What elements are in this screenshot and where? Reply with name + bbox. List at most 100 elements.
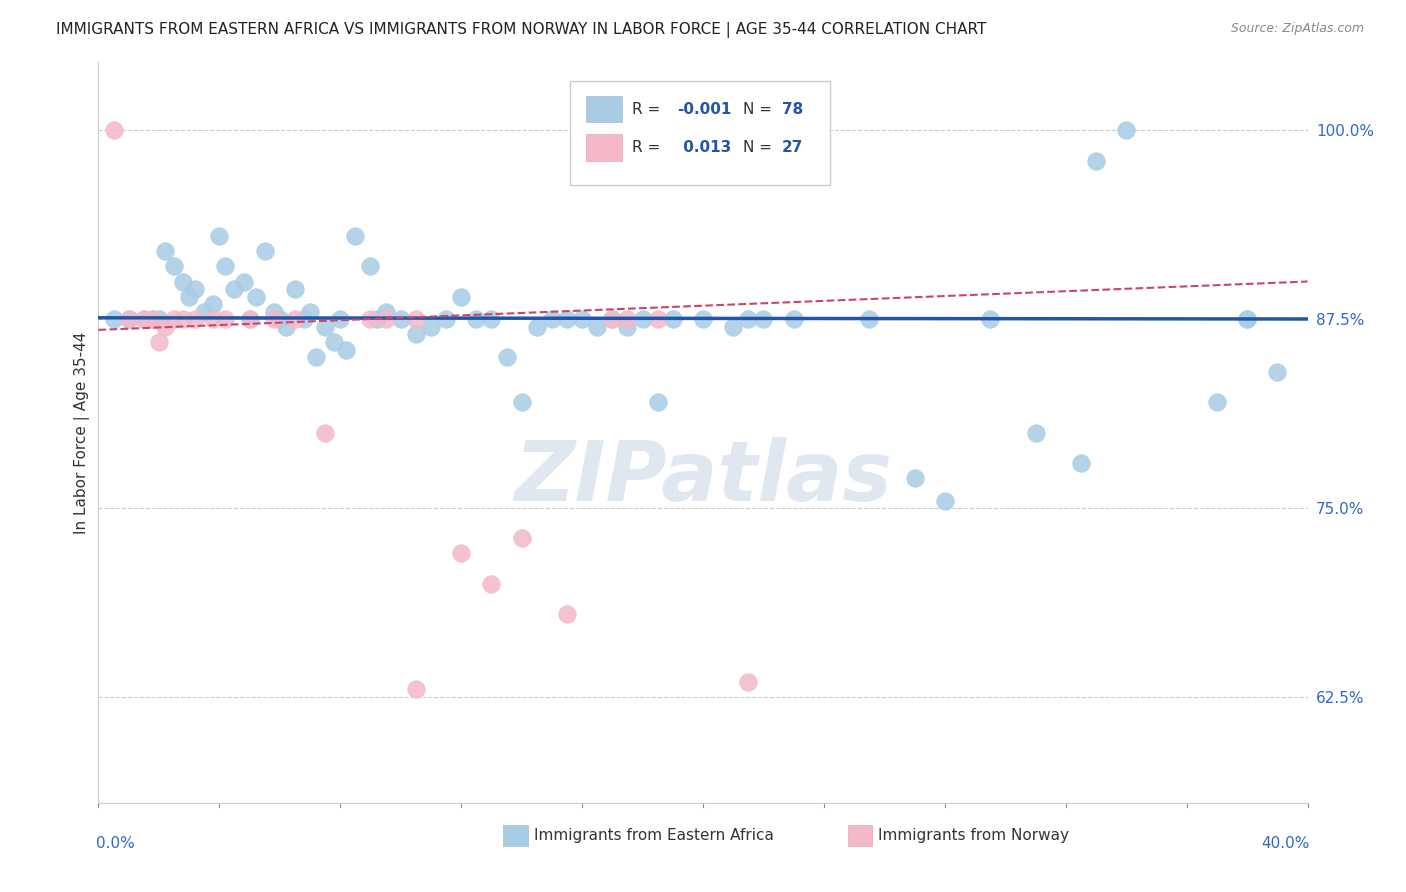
- Point: [163, 312, 186, 326]
- Text: -0.001: -0.001: [678, 102, 733, 117]
- Y-axis label: In Labor Force | Age 35-44: In Labor Force | Age 35-44: [75, 332, 90, 533]
- Point: [647, 312, 669, 326]
- Point: [172, 275, 194, 289]
- Point: [214, 312, 236, 326]
- Point: [292, 312, 315, 326]
- Point: [329, 312, 352, 326]
- Point: [284, 282, 307, 296]
- Text: Source: ZipAtlas.com: Source: ZipAtlas.com: [1230, 22, 1364, 36]
- Text: R =: R =: [631, 102, 665, 117]
- Text: 27: 27: [782, 140, 803, 155]
- Point: [314, 319, 336, 334]
- Point: [142, 312, 165, 326]
- FancyBboxPatch shape: [586, 95, 621, 122]
- Text: ZIPatlas: ZIPatlas: [515, 436, 891, 517]
- Point: [269, 312, 291, 326]
- Point: [366, 312, 388, 326]
- Point: [323, 334, 346, 349]
- Text: 78: 78: [782, 102, 803, 117]
- Point: [737, 674, 759, 689]
- Point: [360, 260, 382, 274]
- Point: [616, 312, 638, 326]
- Point: [335, 343, 357, 357]
- Point: [647, 395, 669, 409]
- Point: [783, 312, 806, 326]
- Point: [172, 312, 194, 326]
- Point: [179, 290, 201, 304]
- Point: [253, 244, 276, 259]
- Point: [193, 304, 215, 318]
- Point: [1206, 395, 1229, 409]
- Point: [510, 395, 533, 409]
- Point: [555, 312, 578, 326]
- Point: [245, 290, 267, 304]
- Point: [153, 319, 176, 334]
- Point: [571, 312, 593, 326]
- Point: [616, 319, 638, 334]
- Point: [1070, 456, 1092, 470]
- Point: [420, 319, 443, 334]
- Point: [224, 282, 246, 296]
- Point: [465, 312, 488, 326]
- Point: [389, 312, 412, 326]
- FancyBboxPatch shape: [848, 825, 872, 846]
- Point: [118, 312, 141, 326]
- Point: [692, 312, 714, 326]
- Point: [737, 312, 759, 326]
- FancyBboxPatch shape: [503, 825, 527, 846]
- Point: [214, 260, 236, 274]
- Point: [148, 312, 170, 326]
- Point: [481, 576, 503, 591]
- Point: [405, 327, 427, 342]
- Text: N =: N =: [742, 140, 776, 155]
- Point: [450, 547, 472, 561]
- Text: 40.0%: 40.0%: [1261, 836, 1310, 851]
- Point: [132, 312, 155, 326]
- Point: [858, 312, 880, 326]
- Point: [184, 312, 207, 326]
- Point: [434, 312, 457, 326]
- Point: [723, 319, 745, 334]
- Point: [752, 312, 775, 326]
- Text: 0.0%: 0.0%: [96, 836, 135, 851]
- Point: [450, 290, 472, 304]
- Point: [103, 123, 125, 137]
- Text: N =: N =: [742, 102, 776, 117]
- Point: [148, 334, 170, 349]
- Point: [202, 312, 225, 326]
- Point: [360, 312, 382, 326]
- Point: [979, 312, 1001, 326]
- Point: [118, 312, 141, 326]
- Point: [661, 312, 683, 326]
- Point: [481, 312, 503, 326]
- Point: [299, 304, 322, 318]
- Point: [405, 312, 427, 326]
- Point: [142, 312, 165, 326]
- Point: [103, 312, 125, 326]
- Text: Immigrants from Eastern Africa: Immigrants from Eastern Africa: [534, 828, 773, 843]
- Text: 0.013: 0.013: [678, 140, 731, 155]
- Point: [232, 275, 254, 289]
- Point: [1236, 312, 1258, 326]
- Point: [1267, 365, 1289, 379]
- Point: [184, 282, 207, 296]
- Point: [305, 350, 328, 364]
- Point: [263, 312, 285, 326]
- Point: [239, 312, 262, 326]
- Point: [540, 312, 562, 326]
- Point: [495, 350, 517, 364]
- Point: [934, 493, 956, 508]
- Point: [1236, 312, 1258, 326]
- Point: [314, 425, 336, 440]
- Point: [602, 312, 624, 326]
- Point: [586, 319, 609, 334]
- Point: [510, 532, 533, 546]
- Point: [153, 244, 176, 259]
- Point: [1024, 425, 1046, 440]
- Point: [208, 229, 231, 244]
- Point: [274, 319, 297, 334]
- Point: [239, 312, 262, 326]
- Point: [374, 304, 396, 318]
- Point: [344, 229, 367, 244]
- Point: [526, 319, 548, 334]
